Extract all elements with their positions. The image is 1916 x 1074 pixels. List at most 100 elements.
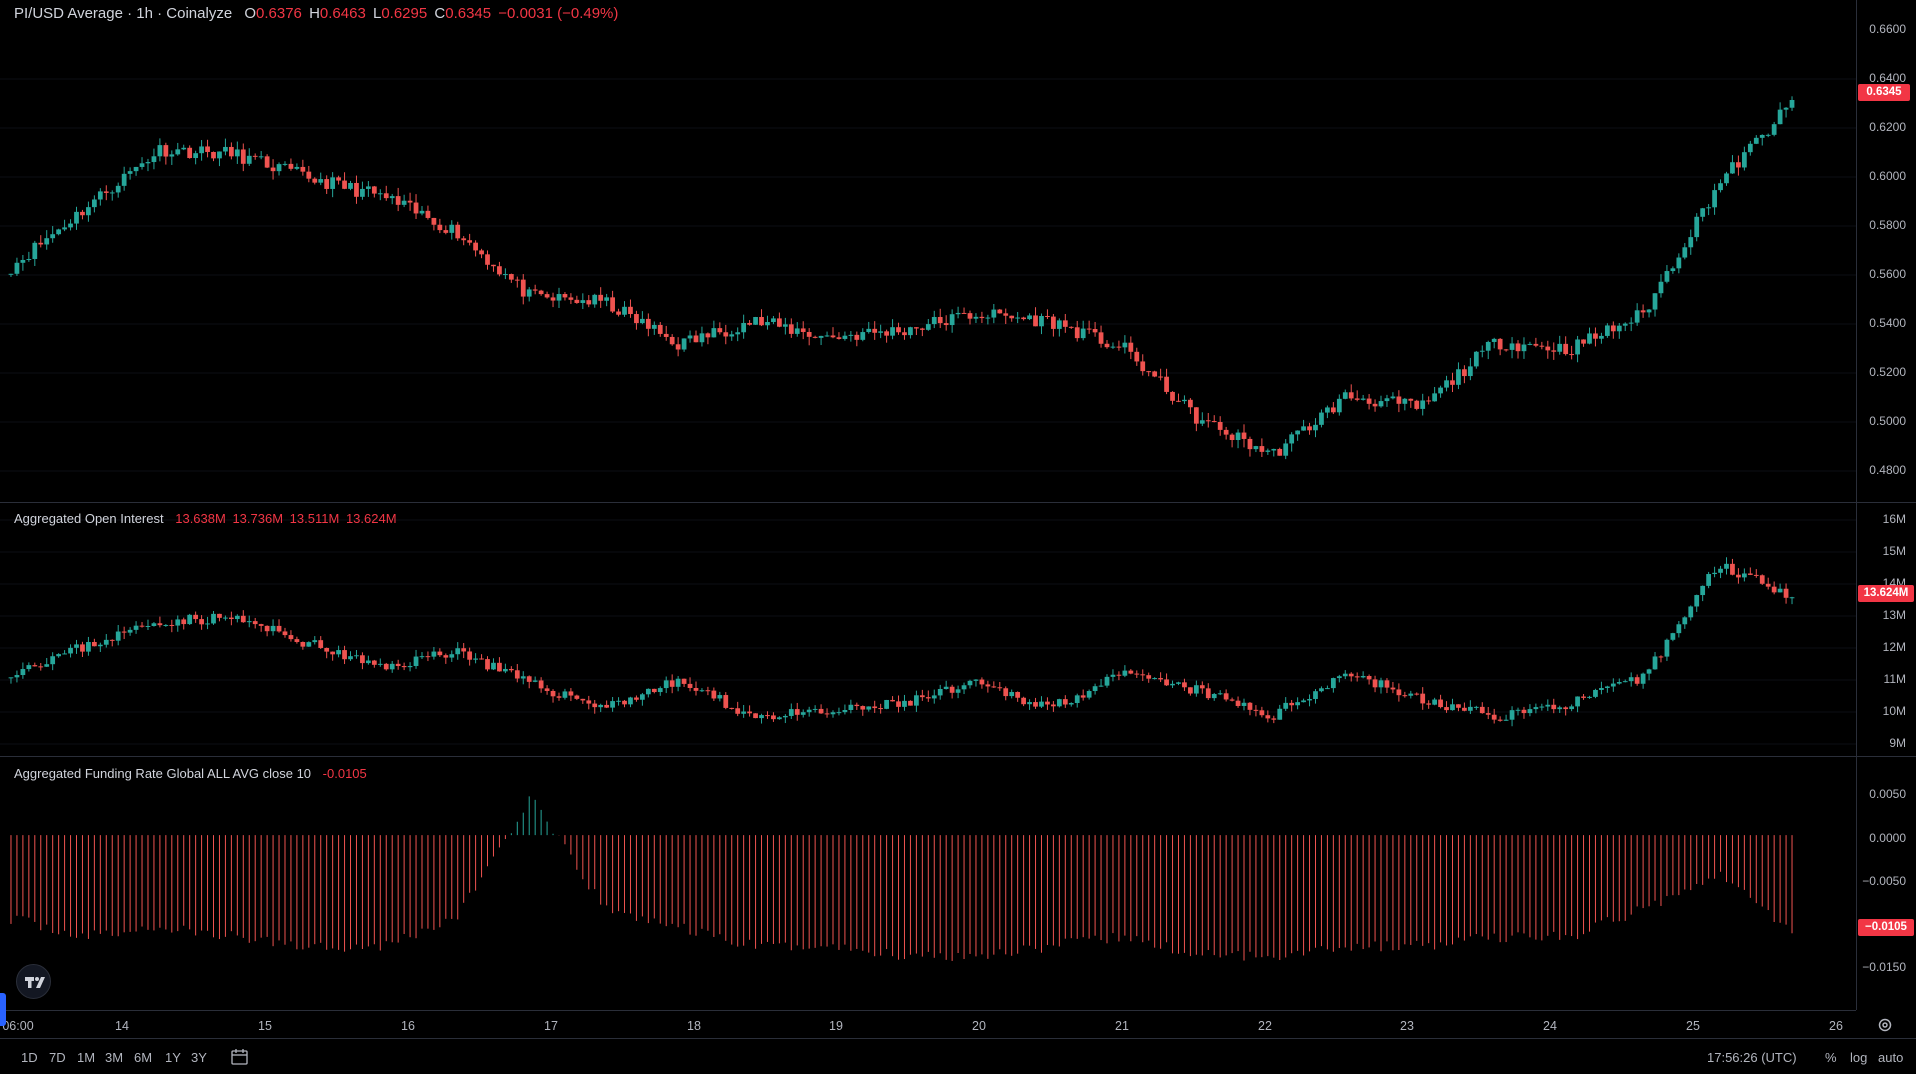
candle-body	[1450, 704, 1455, 711]
range-7d-button[interactable]: 7D	[49, 1050, 66, 1065]
candle-body	[443, 655, 449, 658]
candle-body	[1485, 713, 1491, 715]
candle-body	[401, 666, 407, 668]
candle-body	[336, 177, 341, 181]
candle-body	[485, 254, 490, 265]
left-edge-marker	[0, 993, 6, 1026]
candle-body	[1366, 398, 1372, 404]
utc-clock[interactable]: 17:56:26 (UTC)	[1707, 1050, 1797, 1065]
percent-scale-toggle[interactable]: %	[1825, 1050, 1837, 1065]
candle-body	[103, 191, 109, 193]
candle-body	[1110, 674, 1116, 677]
candle-body	[1456, 369, 1461, 385]
open-interest-pane[interactable]: Aggregated Open Interest 13.638M 13.736M…	[0, 503, 1856, 756]
tradingview-logo-icon[interactable]	[16, 964, 51, 999]
candle-body	[1193, 407, 1199, 424]
candle-body	[669, 336, 675, 345]
candle-body	[908, 327, 913, 336]
candle-body	[1372, 403, 1378, 407]
candle-body	[1676, 257, 1682, 269]
candle-body	[1789, 597, 1795, 599]
candle-body	[187, 147, 193, 159]
candle-body	[1759, 575, 1765, 584]
candle-body	[91, 199, 97, 208]
price-candles-chart[interactable]	[0, 0, 1856, 502]
goto-date-icon[interactable]	[230, 1048, 250, 1066]
candle-body	[127, 629, 133, 633]
candle-body	[937, 688, 943, 696]
candle-body	[354, 655, 359, 657]
candle-body	[68, 223, 73, 228]
candle-body	[765, 715, 770, 717]
candle-body	[86, 207, 91, 216]
price-pane[interactable]: PI/USD Average · 1h · Coinalyze O0.6376 …	[0, 0, 1856, 502]
candle-body	[1086, 691, 1092, 698]
candle-body	[973, 316, 979, 319]
candle-body	[634, 697, 639, 700]
time-label: 21	[1115, 1019, 1129, 1033]
log-scale-toggle[interactable]: log	[1850, 1050, 1868, 1065]
candle-body	[1426, 703, 1432, 705]
ohlc-low: L0.6295	[372, 5, 428, 22]
candle-body	[1462, 369, 1467, 377]
oi-title[interactable]: Aggregated Open Interest	[14, 511, 164, 526]
candle-body	[1682, 247, 1688, 258]
candle-body	[1098, 685, 1104, 687]
candle-body	[246, 155, 252, 164]
range-3m-button[interactable]: 3M	[105, 1050, 124, 1065]
oi-legend: Aggregated Open Interest 13.638M 13.736M…	[14, 511, 400, 526]
candle-body	[294, 639, 300, 642]
candle-body	[818, 335, 824, 338]
candle-body	[1080, 695, 1086, 698]
candle-body	[1003, 688, 1009, 697]
candle-body	[568, 691, 574, 696]
candle-body	[1593, 689, 1598, 697]
candle-body	[56, 654, 62, 657]
candle-body	[836, 337, 842, 339]
candle-body	[1235, 700, 1241, 706]
candle-body	[753, 317, 758, 325]
candle-body	[1610, 325, 1616, 332]
fr-title[interactable]: Aggregated Funding Rate Global ALL AVG c…	[14, 766, 312, 781]
candle-body	[580, 300, 586, 303]
candle-body	[1533, 707, 1539, 710]
time-axis[interactable]: 06:00 14 15 16 17 18 19 20 21 22 23 24 2…	[0, 1010, 1856, 1038]
candle-body	[1164, 376, 1169, 392]
candle-body	[1301, 426, 1306, 431]
fr-axis[interactable]: 0.0050 0.0000 −0.0050 −0.0150	[1856, 757, 1916, 1010]
oi-axis[interactable]: 16M 15M 14M 13M 12M 11M 10M 9M	[1856, 503, 1916, 756]
candle-body	[1158, 678, 1163, 680]
candle-body	[1753, 137, 1759, 144]
candle-body	[223, 617, 228, 619]
candle-body	[824, 713, 830, 715]
symbol-title[interactable]: PI/USD Average · 1h · Coinalyze	[14, 5, 233, 22]
range-1m-button[interactable]: 1M	[77, 1050, 96, 1065]
range-1y-button[interactable]: 1Y	[165, 1050, 181, 1065]
candle-body	[931, 316, 937, 325]
range-1d-button[interactable]: 1D	[21, 1050, 38, 1065]
candle-body	[437, 224, 443, 231]
open-interest-chart[interactable]	[0, 503, 1856, 756]
candle-body	[771, 715, 776, 720]
candle-body	[270, 167, 276, 172]
funding-rate-pane[interactable]: Aggregated Funding Rate Global ALL AVG c…	[0, 757, 1856, 1010]
pane-separator[interactable]	[0, 756, 1916, 757]
candle-body	[1330, 407, 1336, 413]
candle-body	[1015, 317, 1021, 319]
candle-body	[258, 624, 264, 626]
candle-body	[1777, 588, 1783, 593]
auto-scale-toggle[interactable]: auto	[1878, 1050, 1904, 1065]
time-label: 14	[115, 1019, 129, 1033]
range-3y-button[interactable]: 3Y	[191, 1050, 207, 1065]
candle-body	[342, 180, 347, 189]
settings-gear-icon[interactable]	[1876, 1016, 1894, 1034]
candle-body	[544, 294, 550, 298]
price-axis[interactable]: 0.6600 0.6400 0.6200 0.6000 0.5800 0.560…	[1856, 0, 1916, 502]
range-6m-button[interactable]: 6M	[134, 1050, 153, 1065]
pane-separator[interactable]	[0, 502, 1916, 503]
funding-rate-chart[interactable]	[0, 757, 1856, 1010]
candle-body	[1045, 701, 1050, 705]
candle-body	[878, 708, 884, 710]
candle-body	[342, 650, 347, 660]
candle-body	[491, 264, 496, 267]
